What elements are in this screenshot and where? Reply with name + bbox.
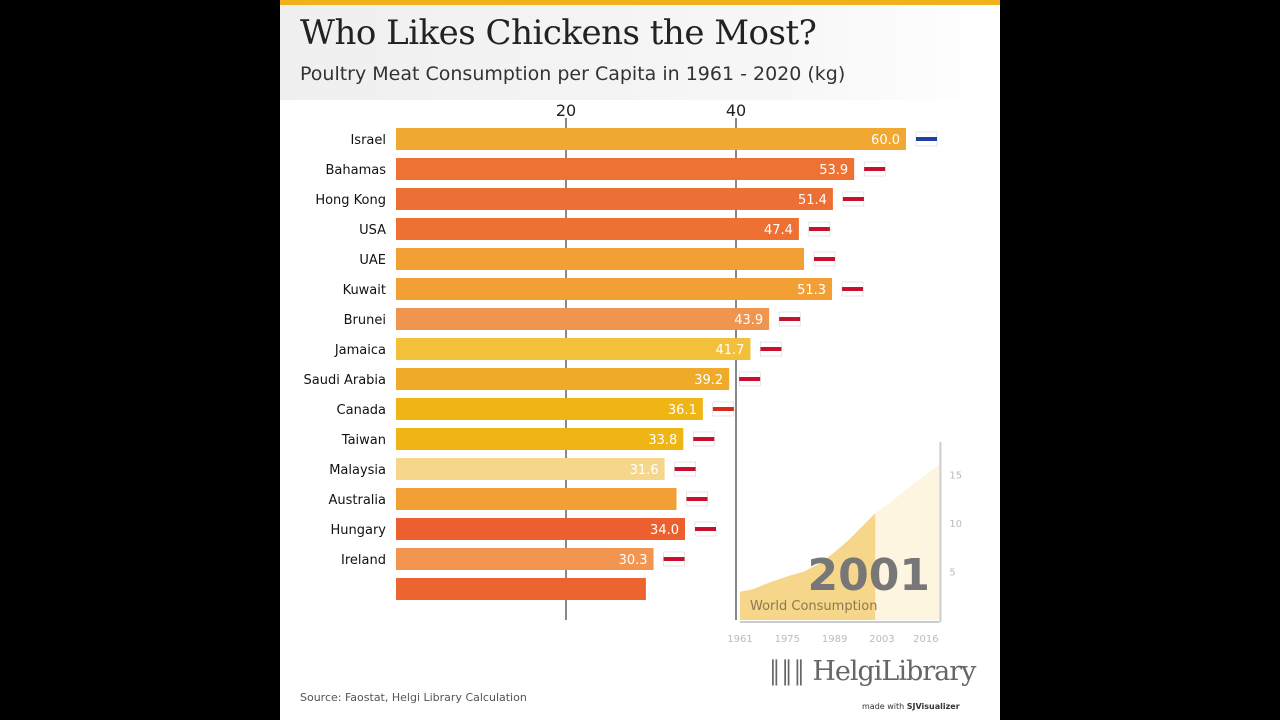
canada-flag-icon-stripe [712, 407, 734, 411]
bar-country-label: Bahamas [326, 163, 387, 178]
bar-jamaica [396, 338, 751, 360]
uae-flag-icon-stripe [814, 257, 835, 261]
inset-y-tick: 5 [949, 568, 955, 579]
bar-value-label: 43.9 [734, 313, 763, 328]
bar-partial [396, 578, 646, 600]
chart-title: Who Likes Chickens the Most? [300, 13, 817, 53]
bar-malaysia [396, 458, 665, 480]
bar-country-label: Israel [350, 133, 386, 148]
world-consumption-label: World Consumption [750, 599, 878, 614]
kuwait-flag-icon-stripe [842, 287, 864, 291]
bar-usa [396, 218, 799, 240]
bar-brunei [396, 308, 770, 330]
x-tick-label: 20 [556, 101, 576, 120]
bar-saudi-arabia [396, 368, 730, 390]
bar-country-label: Taiwan [341, 433, 386, 448]
helgi-library-logo-mark: ║║║ [768, 661, 806, 686]
bar-country-label: Brunei [344, 313, 386, 328]
bar-australia [396, 488, 677, 510]
bar-value-label: 51.4 [798, 193, 827, 208]
bar-kuwait [396, 278, 833, 300]
current-year-label: 2001 [808, 550, 930, 601]
bar-value-label: 36.1 [668, 403, 697, 418]
bar-country-label: Australia [328, 493, 386, 508]
bar-israel [396, 128, 906, 150]
made-with-brand: SJVisualizer [906, 702, 960, 711]
chart-subtitle: Poultry Meat Consumption per Capita in 1… [300, 63, 846, 85]
bar-value-label: 34.0 [650, 523, 679, 538]
x-tick-label: 40 [726, 101, 746, 120]
bar-hong-kong [396, 188, 833, 210]
inset-x-tick: 1961 [727, 634, 752, 645]
bar-taiwan [396, 428, 684, 450]
bahamas-flag-icon-stripe [864, 167, 886, 171]
jamaica-flag-icon-stripe [760, 347, 782, 351]
bar-value-label: 33.8 [648, 433, 677, 448]
bar-country-label: Jamaica [334, 343, 386, 358]
taiwan-flag-icon-stripe [693, 437, 715, 441]
bar-value-label: 60.0 [871, 133, 900, 148]
inset-x-tick: 2003 [869, 634, 894, 645]
header: Who Likes Chickens the Most? Poultry Mea… [280, 5, 1000, 100]
australia-flag-icon-stripe [686, 497, 708, 501]
bar-canada [396, 398, 703, 420]
inset-y-tick: 15 [949, 471, 962, 482]
bar-country-label: Saudi Arabia [304, 373, 387, 388]
bar-bahamas [396, 158, 855, 180]
world-area-past [740, 513, 876, 620]
saudi-arabia-flag-icon-stripe [739, 377, 761, 381]
bar-country-label: UAE [359, 253, 386, 268]
bar-uae [396, 248, 804, 270]
bar-country-label: Canada [337, 403, 386, 418]
chart-panel: Who Likes Chickens the Most? Poultry Mea… [280, 0, 1000, 720]
bar-country-label: Malaysia [329, 463, 386, 478]
brunei-flag-icon-stripe [779, 317, 801, 321]
ireland-flag-icon-stripe [663, 557, 685, 561]
inset-x-tick: 1989 [822, 634, 847, 645]
logo-text: HelgiLibrary [812, 656, 976, 687]
bar-country-label: Kuwait [343, 283, 386, 298]
israel-flag-icon-stripe [916, 137, 937, 141]
inset-x-tick: 1975 [775, 634, 800, 645]
helgi-library-logo: ║║║ HelgiLibrary [768, 656, 976, 690]
inset-x-tick: 2016 [913, 634, 938, 645]
bar-value-label: 53.9 [819, 163, 848, 178]
bar-chart: 20 40 60.0 Israel 53.9 Bahamas 51.4 Hong Kong 47… [304, 101, 963, 645]
bar-value-label: 39.2 [694, 373, 723, 388]
bar-country-label: Hungary [330, 523, 386, 538]
bar-value-label: 51.3 [797, 283, 826, 298]
hong-kong-flag-icon-stripe [842, 197, 864, 201]
malaysia-flag-icon-stripe [674, 467, 696, 471]
bar-country-label: Hong Kong [315, 193, 386, 208]
usa-flag-icon-stripe [808, 227, 830, 231]
bar-value-label: 47.4 [764, 223, 793, 238]
inset-y-tick: 10 [949, 519, 962, 530]
top-accent-bar [280, 0, 1000, 5]
bar-hungary [396, 518, 685, 540]
source-note: Source: Faostat, Helgi Library Calculati… [300, 691, 527, 704]
bar-ireland [396, 548, 654, 570]
bar-value-label: 30.3 [619, 553, 648, 568]
bar-value-label: 41.7 [715, 343, 744, 358]
bar-country-label: Ireland [341, 553, 386, 568]
bar-value-label: 31.6 [630, 463, 659, 478]
made-with-credit: made with SJVisualizer [862, 702, 960, 712]
hungary-flag-icon-stripe [695, 527, 716, 531]
bar-country-label: USA [359, 223, 386, 238]
made-with-text: made with [862, 702, 905, 711]
